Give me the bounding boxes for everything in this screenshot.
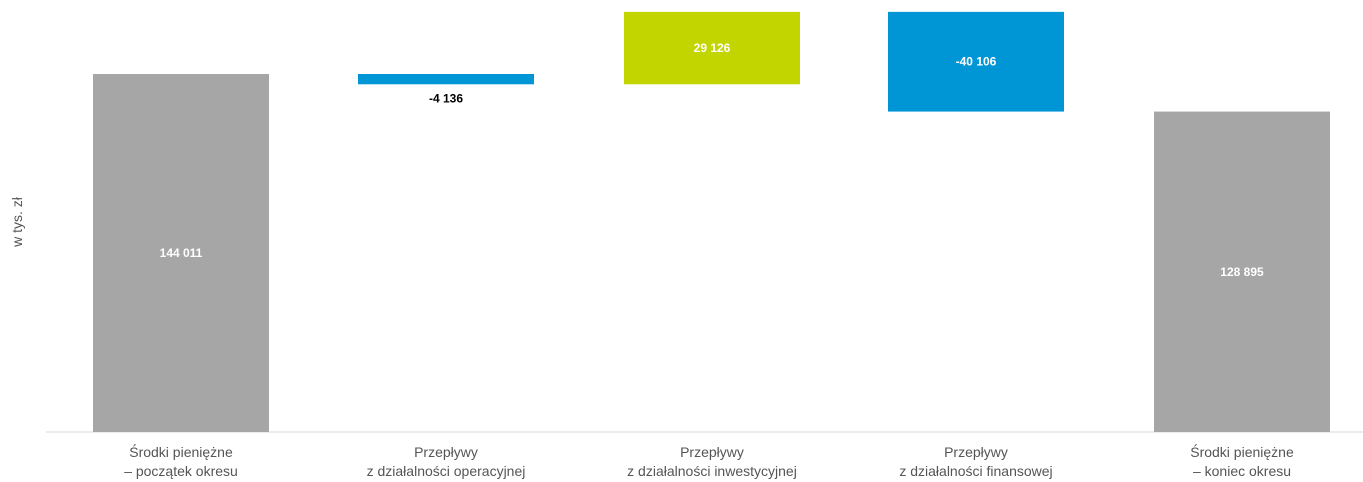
category-label-3: Przepływy z działalności inwestycyjnej xyxy=(627,444,797,479)
value-label-5: 128 895 xyxy=(1220,265,1264,279)
bar-5 xyxy=(1154,111,1330,433)
value-label-3: 29 126 xyxy=(694,41,731,55)
bar-1 xyxy=(93,74,269,432)
category-label-4: Przepływy z działalności finansowej xyxy=(899,444,1052,479)
category-label-1: Środki pieniężne – początek okresu xyxy=(124,443,238,479)
bar-3 xyxy=(624,11,800,85)
value-label-2: -4 136 xyxy=(429,91,463,105)
y-axis-label: w tys. zł xyxy=(9,196,25,248)
bars-group xyxy=(93,11,1330,433)
bar-4 xyxy=(888,11,1064,112)
bar-2 xyxy=(358,74,534,85)
value-label-4: -40 106 xyxy=(956,55,997,69)
category-labels-group: Środki pieniężne – początek okresu Przepły… xyxy=(124,443,1294,479)
value-labels-group: 144 011 -4 136 29 126 -40 106 128 895 xyxy=(160,41,1264,279)
value-label-1: 144 011 xyxy=(160,246,203,260)
category-label-2: Przepływy z działalności operacyjnej xyxy=(367,444,526,479)
category-label-5: Środki pieniężne – koniec okresu xyxy=(1190,443,1294,479)
